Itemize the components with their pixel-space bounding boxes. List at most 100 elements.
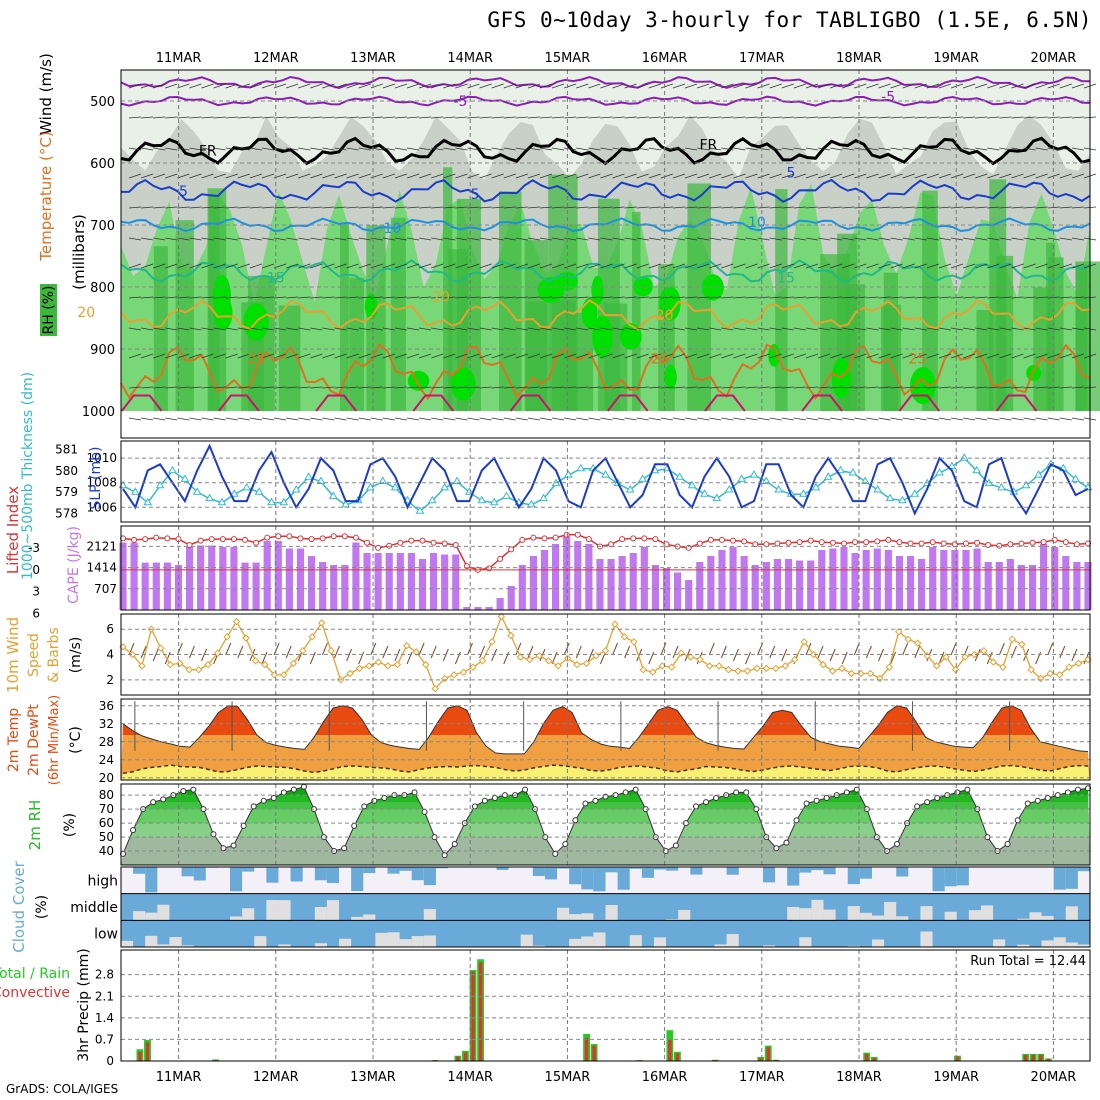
lifted-index-point <box>730 537 737 544</box>
wind-barb <box>382 237 395 241</box>
thickness-point <box>304 472 313 480</box>
cape-bar <box>208 545 216 610</box>
wind-barb <box>648 417 661 421</box>
wind-barb <box>672 206 686 209</box>
wind-barb <box>793 116 806 119</box>
wind-barb <box>890 296 903 299</box>
date-label-bottom: 12MAR <box>253 1070 299 1085</box>
cloud-middle-gap <box>859 912 872 921</box>
cloud-high-bar <box>1053 867 1066 890</box>
surface-isotherm <box>995 394 1038 412</box>
wind-barb <box>213 386 226 389</box>
lifted-index-point <box>974 539 981 546</box>
cape-bar <box>407 553 415 610</box>
lifted-index-point <box>574 531 581 538</box>
slp-panel-frame <box>120 440 1091 523</box>
rh2m-point <box>180 787 187 794</box>
wind-barb <box>515 116 528 119</box>
cloud-high-bar <box>314 867 327 881</box>
wind-barb <box>660 83 674 89</box>
wind-barb <box>733 147 746 151</box>
surface-wind-barb <box>648 651 655 665</box>
wind-barb <box>938 417 952 421</box>
rh2m-point <box>471 803 478 810</box>
wind-barb <box>576 237 589 241</box>
wind-barb <box>733 417 746 421</box>
wind-barb <box>745 237 758 241</box>
wind-barb <box>515 353 528 359</box>
rh2m-point <box>260 797 267 804</box>
rh2m-point <box>481 797 488 804</box>
wind-barb <box>781 116 794 119</box>
surface-wind-barb <box>805 642 812 656</box>
wind-barb <box>757 206 770 209</box>
wind-barb <box>854 116 867 119</box>
wind-speed-point <box>166 660 175 669</box>
wind-barb <box>975 417 988 421</box>
rh-bright-patch <box>768 343 781 367</box>
wind-barb <box>551 353 565 359</box>
axis-title-10m-wind: 10m Wind <box>4 617 22 693</box>
wind-barb <box>962 83 976 89</box>
wind-barb <box>177 237 190 241</box>
lifted-index-point <box>1029 539 1036 546</box>
wind-barb <box>624 327 637 331</box>
wind-barb <box>1035 417 1048 421</box>
wind-barb <box>781 263 794 269</box>
rh2m-point <box>572 817 579 824</box>
wind-barb <box>527 296 540 299</box>
rh2m-point <box>954 789 961 796</box>
wind-barb <box>310 116 323 119</box>
lifted-index-point <box>852 539 859 546</box>
cloud-low-gap <box>569 938 582 947</box>
cape-bar <box>452 554 460 610</box>
axis-title-temperature: Temperature (°C) <box>37 131 55 261</box>
wind-barb <box>854 386 867 389</box>
precip-convective-bar <box>471 971 475 1061</box>
wind-barb <box>818 206 831 209</box>
wind-barb <box>878 116 891 119</box>
upper-panel-frame <box>120 69 1091 439</box>
wind-barb <box>515 386 528 389</box>
wind-barb <box>298 417 311 421</box>
wind-barb <box>817 237 831 241</box>
wind-barb <box>419 417 432 421</box>
wind-barb <box>624 417 637 421</box>
lifted-index-tick-label: 6 <box>32 607 40 621</box>
cloud-low-gap <box>581 936 594 947</box>
rh2m-point <box>1024 800 1031 807</box>
wind-barb <box>685 237 698 241</box>
cape-bar <box>529 556 537 610</box>
wind-barb <box>334 173 347 179</box>
thickness-point <box>576 463 586 472</box>
wind-barb <box>419 353 432 359</box>
wind-barb <box>902 263 915 269</box>
wind-barb <box>261 296 275 299</box>
wind-barb <box>1023 263 1036 269</box>
cape-bar <box>119 542 127 610</box>
lifted-index-point <box>630 535 637 542</box>
wind-barb <box>926 206 939 209</box>
wind-speed-point <box>790 655 799 664</box>
wind-barb <box>636 83 649 89</box>
wind-barb <box>237 116 250 119</box>
wind-barb <box>443 116 456 119</box>
wind-barb <box>987 263 1000 269</box>
wind-speed-point <box>1055 671 1064 679</box>
wind-barb <box>685 386 698 389</box>
wind-barb <box>975 327 988 331</box>
wind-barb <box>721 147 734 151</box>
wind-barb <box>672 237 686 241</box>
wind-barb <box>140 353 154 359</box>
wind-barb <box>697 83 710 89</box>
wind-barb <box>830 263 843 269</box>
wind-barb <box>322 147 335 151</box>
wind-barb <box>612 386 625 389</box>
wind-barb <box>1035 386 1048 389</box>
rh2m-point <box>1014 817 1021 824</box>
lifted-index-point <box>996 542 1003 549</box>
cloud-high-bar <box>435 867 449 869</box>
thickness-point <box>601 470 610 478</box>
lifted-index-point <box>397 539 404 546</box>
wind-barb <box>431 173 444 179</box>
